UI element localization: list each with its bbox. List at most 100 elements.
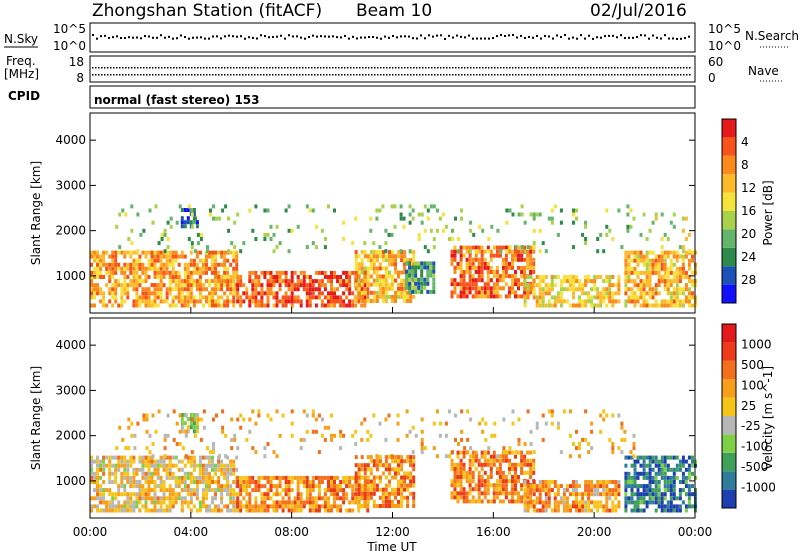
scatter-cell	[486, 462, 490, 467]
scatter-cell	[651, 475, 655, 480]
scatter-cell	[468, 466, 472, 471]
scatter-cell	[411, 269, 415, 274]
scatter-cell	[572, 208, 575, 213]
scatter-cell	[550, 421, 554, 426]
scatter-cell	[523, 220, 527, 225]
scatter-cell	[186, 262, 190, 267]
scatter-cell	[135, 275, 139, 279]
scatter-cell	[232, 459, 236, 464]
scatter-cell	[498, 470, 502, 475]
scatter-cell	[388, 495, 391, 500]
scatter-cell	[133, 446, 137, 451]
scatter-cell	[489, 466, 493, 471]
scatter-cell	[675, 291, 679, 296]
scatter-cell	[630, 463, 634, 468]
scatter-cell	[242, 475, 246, 480]
velocity-colorbar-label: Velocity [m s^-1]	[761, 366, 775, 470]
scatter-cell	[544, 275, 548, 279]
scatter-cell	[202, 409, 206, 414]
scatter-cell	[684, 216, 688, 221]
scatter-cell	[205, 463, 208, 468]
scatter-cell	[490, 224, 494, 229]
scatter-cell	[541, 291, 545, 296]
scatter-cell	[363, 250, 367, 255]
scatter-cell	[617, 480, 621, 484]
scatter-cell	[602, 299, 606, 304]
scatter-cell	[378, 282, 382, 287]
scatter-cell	[257, 508, 261, 513]
scatter-cell	[223, 475, 227, 480]
colorbar-cell	[722, 471, 736, 490]
scatter-cell	[477, 290, 481, 295]
scatter-cell	[336, 488, 339, 493]
freq-point	[140, 74, 142, 76]
scatter-cell	[526, 484, 530, 489]
scatter-cell	[498, 487, 502, 492]
scatter-cell	[666, 279, 670, 284]
scatter-cell	[357, 508, 361, 513]
scatter-cell	[666, 504, 670, 509]
freq-point	[206, 74, 208, 76]
scatter-cell	[605, 413, 609, 418]
scatter-cell	[99, 484, 103, 489]
scatter-cell	[290, 500, 294, 505]
nsky-point	[212, 35, 214, 38]
scatter-cell	[423, 285, 427, 290]
nave-point	[287, 67, 289, 69]
scatter-cell	[493, 433, 497, 438]
scatter-cell	[538, 299, 542, 304]
scatter-cell	[517, 212, 521, 217]
scatter-cell	[141, 496, 145, 501]
scatter-cell	[624, 492, 628, 497]
scatter-cell	[117, 484, 121, 489]
scatter-cell	[208, 459, 211, 464]
scatter-cell	[562, 279, 566, 284]
scatter-cell	[663, 471, 667, 476]
scatter-cell	[333, 488, 336, 493]
scatter-cell	[636, 258, 640, 263]
scatter-cell	[180, 208, 184, 212]
scatter-cell	[357, 463, 361, 468]
nave-point	[335, 67, 337, 69]
scatter-cell	[229, 262, 233, 267]
scatter-cell	[342, 283, 346, 288]
scatter-cell	[420, 212, 424, 217]
scatter-cell	[227, 216, 231, 221]
scatter-cell	[369, 290, 373, 295]
scatter-cell	[384, 437, 388, 442]
scatter-cell	[556, 232, 560, 237]
scatter-cell	[520, 212, 524, 217]
scatter-cell	[199, 232, 203, 237]
freq-point	[605, 74, 607, 76]
scatter-cell	[339, 429, 343, 434]
scatter-cell	[226, 283, 230, 288]
scatter-cell	[189, 455, 193, 460]
scatter-cell	[198, 287, 202, 292]
scatter-cell	[672, 480, 676, 484]
scatter-cell	[388, 286, 391, 291]
scatter-cell	[481, 228, 485, 233]
scatter-cell	[299, 500, 303, 505]
scatter-cell	[284, 279, 288, 284]
scatter-cell	[290, 421, 294, 426]
nsky-point	[176, 37, 178, 40]
scatter-cell	[483, 454, 487, 459]
scatter-cell	[381, 250, 385, 255]
scatter-cell	[465, 257, 469, 262]
scatter-cell	[260, 299, 264, 304]
scatter-cell	[523, 290, 527, 295]
scatter-cell	[672, 291, 676, 296]
scatter-cell	[257, 291, 261, 296]
scatter-cell	[423, 204, 427, 209]
scatter-cell	[633, 467, 637, 472]
scatter-cell	[217, 480, 221, 484]
scatter-cell	[123, 488, 127, 493]
scatter-cell	[180, 429, 184, 434]
scatter-cell	[351, 475, 355, 480]
freq-point	[671, 74, 673, 76]
scatter-cell	[183, 488, 187, 493]
scatter-cell	[378, 495, 382, 500]
scatter-cell	[517, 499, 520, 504]
scatter-cell	[657, 467, 661, 472]
freq-point	[665, 74, 667, 76]
